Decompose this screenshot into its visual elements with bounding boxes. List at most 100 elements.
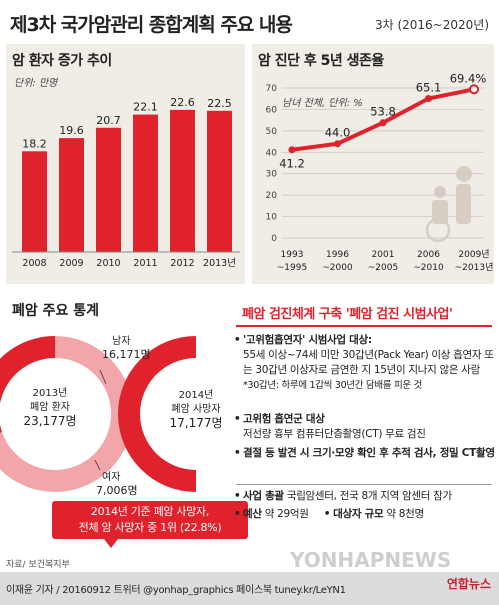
- line-value-label: 65.1: [416, 81, 442, 95]
- y-tick-label: 30: [266, 170, 278, 180]
- line-value-label: 69.4%: [450, 71, 487, 85]
- line-point: [425, 95, 432, 102]
- y-tick-label: 40: [266, 148, 278, 158]
- female-value: 7,006명: [96, 484, 138, 497]
- screening-ct: • 고위험 흡연군 대상 저선량 흉부 컴퓨터단층촬영(CT) 무료 검진: [234, 412, 496, 442]
- budget-value: 약 29억원: [261, 508, 309, 520]
- bar-value-label: 20.7: [96, 114, 121, 127]
- followup-text: 결절 등 발견 시 크기·모양 확인 후 추적 검사, 정밀 CT촬영: [243, 447, 495, 459]
- bar-2009: [59, 138, 84, 252]
- lung-cancer-donuts: 남자 16,171명 2013년 폐암 환자 23,177명 여자 7,006명…: [0, 335, 223, 497]
- line-chart: 0 10 20 30 40 50 60 70 41.2 1993 ~1995 44.0 1996 ~200…: [266, 71, 494, 273]
- bullet-4: •: [234, 490, 241, 502]
- bar-value-label: 19.6: [59, 124, 84, 137]
- line-point: [334, 140, 341, 148]
- line-value-label: 53.8: [370, 105, 396, 119]
- bullet-2: •: [234, 413, 241, 425]
- size-label: 대상자 규모: [333, 508, 384, 520]
- ct-heading: 고위험 흡연군 대상: [243, 413, 325, 425]
- line-value-label: 41.2: [279, 157, 305, 171]
- target-body: 55세 이상~74세 미만 30갑년(Pack Year) 이상 흡연자 또는 …: [243, 349, 494, 376]
- bar-value-label: 22.5: [207, 97, 232, 110]
- incidence-panel: 암 환자 증가 추이 단위: 만명 18.2 2008 19.6 2009 20.7 20…: [6, 44, 245, 284]
- bar-2012: [170, 109, 195, 252]
- x-tick-label: 2006: [417, 250, 440, 260]
- female-label: 여자: [102, 471, 120, 483]
- period-label: 3차 (2016~2020년): [374, 18, 489, 32]
- callout-line-2: 전체 암 사망자 중 1위 (22.8%): [78, 521, 222, 534]
- target-heading: '고위험흡연자' 시범사업 대상:: [243, 334, 372, 346]
- survival-unit: 남녀 전체, 단위: %: [282, 98, 363, 109]
- line-point: [288, 146, 296, 154]
- x-tick-label: 1996: [326, 250, 349, 260]
- callout-box: 2014년 기준 폐암 사망자, 전체 암 사망자 중 1위 (22.8%): [52, 501, 248, 539]
- deaths-year: 2014년: [179, 389, 214, 401]
- bar-value-label: 18.2: [22, 137, 47, 150]
- line-point: [469, 84, 479, 95]
- x-tick-label: 2001: [372, 250, 395, 260]
- bar-category-label: 2013년: [203, 258, 236, 269]
- footer-bar: 이재윤 기자 / 20160912 트위터 @yonhap_graphics 페…: [0, 572, 499, 605]
- screening-followup: • 결절 등 발견 시 크기·모양 확인 후 추적 검사, 정밀 CT촬영: [234, 446, 496, 461]
- y-tick-label: 10: [266, 213, 278, 223]
- patients-year: 2013년: [33, 387, 68, 399]
- bar-2008: [22, 151, 47, 252]
- budget-label: 예산: [243, 508, 262, 520]
- bullet-5: •: [234, 508, 241, 520]
- x-tick-label: ~2005: [368, 263, 398, 273]
- source-label: 자료/ 보건복지부: [6, 560, 70, 570]
- program-operator: • 사업 총괄 국립암센터, 전국 8개 지역 암센터 참가: [234, 489, 496, 504]
- ct-body: 저선량 흉부 컴퓨터단층촬영(CT) 무료 검진: [243, 428, 426, 440]
- male-value: 16,171명: [102, 348, 151, 361]
- bar-2010: [96, 127, 121, 252]
- deaths-total: 17,177명: [169, 416, 222, 430]
- screening-rule: [236, 325, 492, 327]
- donut-slice-male: [0, 336, 133, 492]
- deaths-label: 폐암 사망자: [171, 403, 220, 415]
- x-tick-label: ~2000: [322, 263, 353, 273]
- x-tick-label: ~1995: [277, 263, 307, 273]
- x-tick-label: ~2013년: [455, 262, 494, 273]
- callout-line-1: 2014년 기준 폐암 사망자,: [90, 505, 210, 518]
- male-leader-line: [99, 369, 107, 385]
- line-point: [379, 119, 387, 127]
- bar-value-label: 22.6: [170, 96, 195, 109]
- bar-chart: 18.2 2008 19.6 2009 20.7 2010 22.1 2011 22.6 2012…: [12, 96, 240, 269]
- yonhap-logo: 연합뉴스: [446, 577, 491, 591]
- size-value: 약 8천명: [383, 508, 424, 520]
- patients-label: 폐암 환자: [30, 401, 70, 413]
- page-title: 제3차 국가암관리 종합계획 주요 내용: [10, 14, 293, 36]
- y-tick-label: 50: [266, 127, 278, 137]
- wheelchair-figure: [425, 166, 472, 243]
- y-tick-label: 20: [266, 191, 278, 201]
- y-tick-label: 70: [266, 84, 278, 94]
- bar-value-label: 22.1: [133, 101, 158, 114]
- x-tick-label: 1993: [281, 250, 304, 260]
- stats-title: 폐암 주요 통계: [12, 303, 100, 319]
- operator-label: 사업 총괄: [243, 490, 284, 502]
- bar-2013년: [207, 110, 232, 252]
- donut-slice-female: [0, 336, 55, 433]
- operator-value: 국립암센터, 전국 8개 지역 암센터 참가: [283, 490, 452, 502]
- incidence-unit: 단위: 만명: [14, 78, 58, 89]
- bar-2011: [133, 114, 158, 253]
- male-label: 남자: [112, 335, 130, 347]
- bar-category-label: 2012: [170, 258, 194, 269]
- y-tick-label: 0: [271, 234, 277, 244]
- size-bullet: •: [323, 508, 331, 520]
- bullet-3: •: [234, 447, 241, 459]
- y-tick-label: 60: [266, 105, 278, 115]
- incidence-title: 암 환자 증가 추이: [12, 53, 112, 69]
- x-tick-label: 2009년: [458, 249, 489, 260]
- female-leader-line: [94, 459, 101, 471]
- survival-title: 암 진단 후 5년 생존율: [258, 53, 384, 69]
- deaths-donut: [118, 336, 196, 492]
- patients-donut: [0, 336, 133, 492]
- watermark: YONHAPNEWS: [290, 548, 452, 572]
- survival-panel: 암 진단 후 5년 생존율 남녀 전체, 단위: % 0 10 20 30 40 50 60…: [252, 44, 494, 284]
- bullet-1: •: [234, 334, 241, 346]
- bar-category-label: 2011: [133, 258, 157, 269]
- line-value-label: 44.0: [325, 126, 351, 140]
- screening-target: • '고위험흡연자' 시범사업 대상: 55세 이상~74세 미만 30갑년(P…: [234, 333, 496, 393]
- bar-category-label: 2008: [22, 258, 46, 269]
